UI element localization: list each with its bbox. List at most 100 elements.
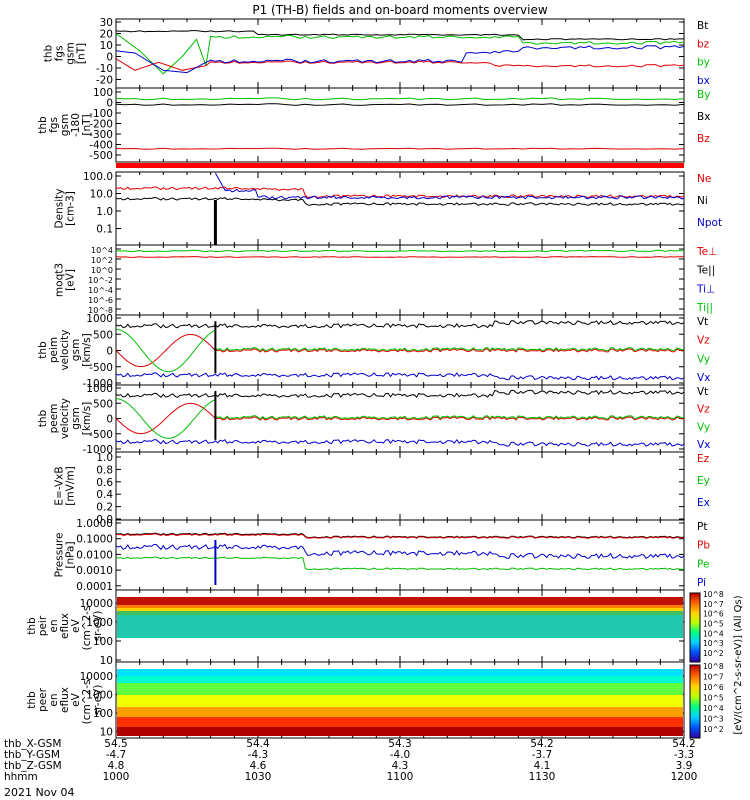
y-tick-label: 100.0 — [83, 171, 113, 183]
y-tick-label: 0.0001 — [76, 581, 113, 593]
panel-8: 10000 1000 100 10 thb peir en eflux eV (cm^2-s-sr… — [26, 589, 685, 667]
ephemeris-label: thb_Z-GSM — [4, 760, 62, 772]
ephemeris-value: 1130 — [529, 771, 556, 783]
y-tick-label: -400 — [89, 140, 113, 152]
colorbar — [689, 664, 701, 739]
ephemeris-label: thb_X-GSM — [4, 738, 61, 750]
ephemeris-value: 1100 — [387, 771, 414, 783]
spectrogram-band — [117, 597, 683, 605]
legend-bz: Bz — [697, 133, 710, 145]
series-bz — [115, 147, 685, 150]
legend-ne: Ne — [697, 173, 711, 185]
y-tick-label: 10^-2 — [88, 276, 113, 285]
ephemeris-value: 1200 — [671, 771, 698, 783]
y-tick-label: 1.0000 — [76, 518, 113, 530]
legend-vx: Vx — [697, 439, 710, 451]
y-tick-label: 10000 — [80, 598, 113, 610]
y-axis-label: en — [48, 619, 60, 632]
series-bt — [115, 30, 684, 41]
spectrogram-band — [117, 676, 683, 683]
y-axis-label: sr-eV) — [92, 685, 104, 716]
colorbar-tick: 10^2 — [703, 725, 724, 734]
y-tick-label: -500 — [89, 150, 113, 162]
panel-4: 1000 500 0 -500 -1000 thb peim velocity gsm [km/s… — [37, 313, 710, 390]
y-tick-label: 10000 — [80, 671, 113, 683]
y-tick-label: -20 — [96, 75, 113, 87]
colorbar-tick: 10^5 — [703, 620, 724, 629]
panel-5: 1000 500 0 -500 -1000 thb peem velocity gsm [km/s… — [37, 383, 710, 456]
y-tick-label: 100 — [93, 87, 113, 99]
y-tick-label: 0 — [106, 98, 113, 110]
y-axis-label: velocity — [59, 398, 71, 439]
ephemeris-value: 4.6 — [250, 760, 267, 772]
legend-vt: Vt — [697, 386, 708, 398]
series-by — [115, 97, 685, 101]
y-tick-label: -100 — [89, 108, 113, 120]
series-vz — [115, 334, 685, 367]
y-axis-label: peir — [37, 615, 49, 636]
series-vt — [115, 389, 685, 399]
y-axis-label: peim — [48, 337, 60, 363]
colorbar-tick: 10^7 — [703, 673, 724, 682]
legend-pb: Pb — [697, 540, 710, 552]
series-pi — [115, 543, 685, 560]
legend-ti||: Ti|| — [696, 302, 713, 314]
y-axis-label: Density — [54, 189, 66, 229]
colorbar-tick: 10^6 — [703, 610, 724, 619]
y-tick-label: 0.8 — [96, 464, 113, 476]
y-axis-label: (cm^2-s- — [81, 675, 93, 724]
colorbar-tick: 10^5 — [703, 694, 724, 703]
legend-ex: Ex — [697, 497, 710, 509]
series-pe — [115, 556, 685, 571]
spectrogram-band — [117, 717, 683, 727]
colorbar — [689, 592, 701, 663]
y-tick-label: 10 — [100, 40, 113, 52]
y-tick-label: -1000 — [82, 378, 113, 390]
legend-ti⊥: Ti⊥ — [696, 283, 715, 295]
legend-te⊥: Te⊥ — [696, 246, 717, 258]
ephemeris-value: 1000 — [103, 771, 130, 783]
y-axis-label: thb — [43, 44, 55, 62]
y-axis-label: thb — [37, 409, 49, 427]
y-tick-label: 10^-8 — [88, 306, 113, 315]
series-bx — [115, 45, 685, 74]
y-tick-label: 10^-6 — [88, 296, 113, 305]
spectrogram-band — [117, 611, 683, 615]
y-axis-label: thb — [37, 341, 49, 359]
spectrogram-band — [117, 727, 683, 736]
series-vx — [115, 438, 685, 447]
spectrogram-band — [117, 605, 683, 608]
y-axis-label: eflux — [59, 613, 71, 639]
y-axis-label: thb — [26, 691, 38, 709]
series-ti-par — [115, 249, 684, 253]
legend-bz: bz — [697, 38, 710, 50]
legend-vz: Vz — [697, 335, 710, 347]
y-axis-label: thb — [37, 116, 49, 134]
spectrogram-band — [117, 615, 683, 638]
y-axis-label: gsm — [59, 114, 71, 136]
series-te-perp — [115, 256, 684, 258]
y-tick-label: 10 — [100, 727, 113, 739]
y-tick-label: 10^2 — [91, 256, 113, 265]
y-tick-label: 1000 — [86, 383, 113, 395]
y-axis-label: fgs — [54, 46, 66, 62]
legend-vy: Vy — [697, 421, 710, 433]
y-tick-label: 1.0 — [96, 206, 113, 218]
y-tick-label: 1000 — [86, 617, 113, 629]
y-axis-label: [km/s] — [81, 333, 93, 367]
y-tick-label: 0 — [106, 52, 113, 64]
y-axis-label: [cm-3] — [65, 191, 77, 226]
spectrogram-band — [117, 608, 683, 611]
ephemeris-label: hhmm — [4, 771, 38, 783]
y-axis-label: [mV/m] — [65, 466, 77, 505]
ephemeris-value: 54.4 — [246, 738, 270, 750]
series-npot — [214, 172, 685, 200]
colorbar-label: [eV/(cm^2-s-sr-eV)] (All Qs) — [733, 595, 744, 734]
colorbar-tick: 10^8 — [703, 662, 724, 671]
spectrogram-band — [117, 683, 683, 695]
y-tick-label: -1000 — [82, 444, 113, 456]
ephemeris-value: 4.1 — [534, 760, 551, 772]
legend-npot: Npot — [697, 217, 722, 229]
legend-ni: Ni — [697, 195, 708, 207]
